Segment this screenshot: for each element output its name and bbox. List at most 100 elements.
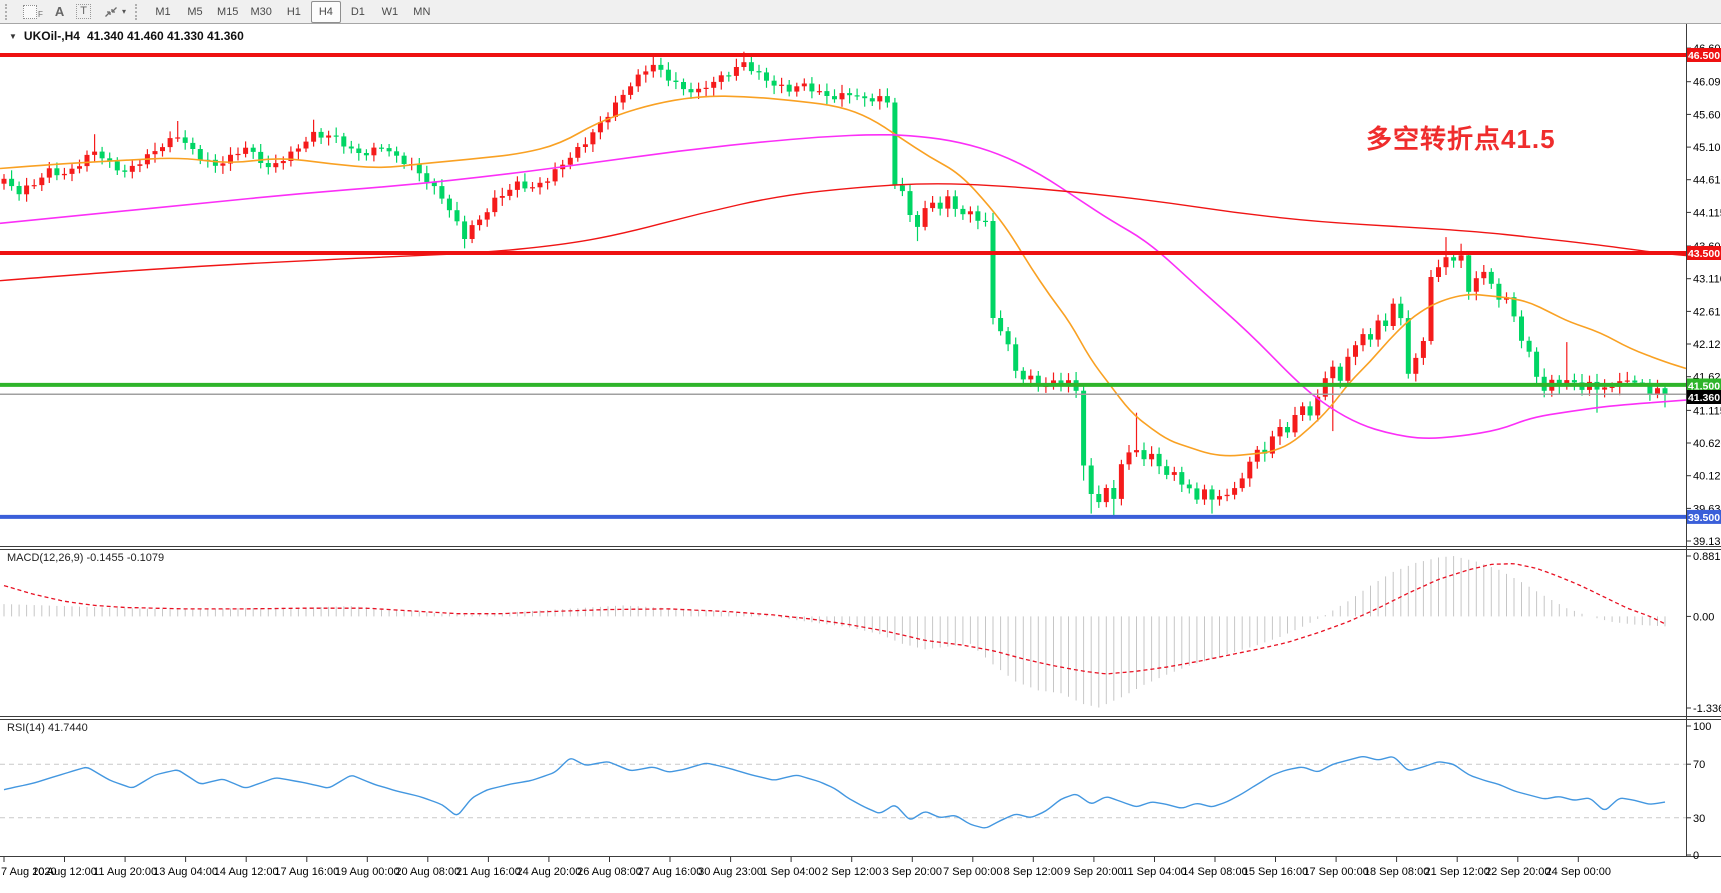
macd-tick-label: -1.3368 [1693, 703, 1721, 715]
chart-title: ▼ UKOil-,H4 41.340 41.460 41.330 41.360 [9, 29, 244, 43]
price-axis[interactable]: 46.60546.09545.60045.10544.61044.11543.6… [1686, 43, 1721, 548]
date-tick-label: 15 Sep 16:00 [1243, 866, 1308, 878]
date-tick-label: 11 Sep 04:00 [1122, 866, 1187, 878]
rsi-axis: 100 70 30 0 [1686, 721, 1711, 862]
text-t-icon: T [76, 4, 92, 19]
horizontal-line-objects[interactable] [0, 53, 1686, 519]
ma-slow-red [0, 183, 1686, 282]
price-tick-label: 39.135 [1693, 536, 1721, 548]
date-tick-label: 17 Aug 16:00 [274, 866, 339, 878]
timeframe-h1-button[interactable]: H1 [286, 5, 301, 18]
toolbar-separator-grip[interactable] [135, 3, 141, 20]
collapse-arrow-icon[interactable]: ▼ [9, 31, 17, 41]
price-badge: 41.500 [1687, 378, 1721, 393]
date-tick-label: 17 Sep 00:00 [1303, 866, 1368, 878]
date-tick-label: 21 Sep 12:00 [1424, 866, 1489, 878]
svg-text:41.360: 41.360 [1688, 392, 1720, 404]
moving-averages [0, 95, 1686, 457]
date-tick-label: 21 Aug 16:00 [456, 866, 521, 878]
date-tick-label: 24 Sep 00:00 [1546, 866, 1611, 878]
ohlc-values: 41.340 41.460 41.330 41.360 [86, 29, 244, 43]
macd-indicator-label: MACD(12,26,9) -0.1455 -0.1079 [7, 552, 165, 564]
macd-tick-label: 0.00 [1693, 611, 1714, 623]
font-tool-button[interactable]: A [50, 1, 69, 23]
svg-text:43.500: 43.500 [1688, 248, 1720, 260]
date-tick-label: 14 Aug 12:00 [214, 866, 279, 878]
timeframe-m1-button[interactable]: M1 [155, 5, 171, 18]
arrows-tool-button[interactable]: ▾ [98, 1, 131, 23]
macd-tick-label: 0.8812 [1693, 551, 1721, 563]
price-tick-label: 44.610 [1693, 175, 1721, 187]
svg-text:39.500: 39.500 [1688, 512, 1720, 524]
date-tick-label: 13 Aug 04:00 [153, 866, 218, 878]
timeframe-m30-button[interactable]: M30 [250, 5, 272, 18]
timeframe-m5-button[interactable]: M5 [187, 5, 203, 18]
price-tick-label: 43.110 [1693, 274, 1721, 286]
date-tick-label: 26 Aug 08:00 [577, 866, 642, 878]
timeframe-h4-button[interactable]: H4 [310, 0, 341, 23]
price-tick-label: 46.095 [1693, 77, 1721, 89]
price-tick-label: 42.615 [1693, 306, 1721, 318]
date-tick-label: 7 Aug 2020 [1, 866, 57, 878]
price-tick-label: 40.620 [1693, 438, 1721, 450]
date-tick-label: 10 Aug 12:00 [32, 866, 97, 878]
ma-fast-orange [0, 95, 1686, 457]
grid-icon-label: F [38, 10, 43, 19]
date-tick-label: 20 Aug 08:00 [395, 866, 460, 878]
date-tick-label: 27 Aug 16:00 [638, 866, 703, 878]
rsi-tick-label: 70 [1693, 759, 1705, 771]
timeframe-m15-button[interactable]: M15 [217, 5, 239, 18]
price-tick-label: 45.105 [1693, 142, 1721, 154]
price-badge: 43.500 [1687, 246, 1721, 260]
timeframe-mn-button[interactable]: MN [413, 5, 431, 18]
rsi-tick-label: 30 [1693, 813, 1705, 825]
date-tick-label: 3 Sep 20:00 [883, 866, 942, 878]
date-tick-label: 18 Sep 08:00 [1364, 866, 1429, 878]
date-tick-label: 14 Sep 08:00 [1182, 866, 1247, 878]
rsi-indicator-label: RSI(14) 41.7440 [7, 722, 88, 734]
date-tick-label: 24 Aug 20:00 [516, 866, 581, 878]
arrows-icon [105, 6, 117, 17]
template-grid-button[interactable]: F [18, 1, 48, 23]
date-tick-label: 9 Sep 20:00 [1064, 866, 1123, 878]
rsi-panel [0, 756, 1686, 829]
date-tick-label: 22 Sep 20:00 [1485, 866, 1550, 878]
toolbar: F A T ▾ M1 M5 M15 M30 H1 H4 D1 W1 MN [0, 0, 1721, 24]
price-tick-label: 41.115 [1693, 405, 1721, 417]
price-tick-label: 44.115 [1693, 207, 1721, 219]
rsi-tick-label: 0 [1693, 850, 1699, 862]
macd-signal-line [3, 563, 1666, 675]
date-tick-label: 1 Sep 04:00 [761, 866, 820, 878]
macd-panel [3, 556, 1666, 708]
timeframe-d1-button[interactable]: D1 [350, 5, 365, 18]
date-tick-label: 30 Aug 23:00 [698, 866, 763, 878]
date-tick-label: 2 Sep 12:00 [822, 866, 881, 878]
date-tick-label: 11 Aug 20:00 [93, 866, 157, 878]
trade-note-annotation: 多空转折点41.5 [1366, 124, 1556, 154]
date-tick-label: 8 Sep 12:00 [1004, 866, 1063, 878]
symbol-period-label: UKOil-,H4 [23, 29, 80, 43]
price-tick-label: 42.120 [1693, 339, 1721, 351]
price-tick-label: 45.600 [1693, 109, 1721, 121]
toolbar-drag-grip[interactable] [5, 3, 11, 20]
price-tick-label: 40.125 [1693, 471, 1721, 483]
text-label-tool-button[interactable]: T [71, 1, 96, 23]
ma-mid-magenta [0, 133, 1686, 439]
grid-icon [23, 4, 37, 19]
macd-axis: 0.8812 0.00 -1.3368 [1686, 551, 1721, 715]
panel-borders [0, 24, 1721, 857]
price-badge: 39.500 [1687, 509, 1721, 524]
svg-text:46.500: 46.500 [1688, 50, 1720, 62]
svg-text:41.500: 41.500 [1688, 381, 1720, 393]
timeframe-w1-button[interactable]: W1 [381, 5, 399, 18]
date-tick-label: 19 Aug 00:00 [335, 866, 400, 878]
chevron-down-icon: ▾ [122, 7, 127, 16]
current-price-badge: 41.360 [1687, 390, 1721, 404]
date-tick-label: 7 Sep 00:00 [943, 866, 1002, 878]
price-badge: 46.500 [1687, 48, 1721, 62]
rsi-tick-label: 100 [1693, 721, 1711, 733]
font-a-icon: A [54, 4, 65, 19]
